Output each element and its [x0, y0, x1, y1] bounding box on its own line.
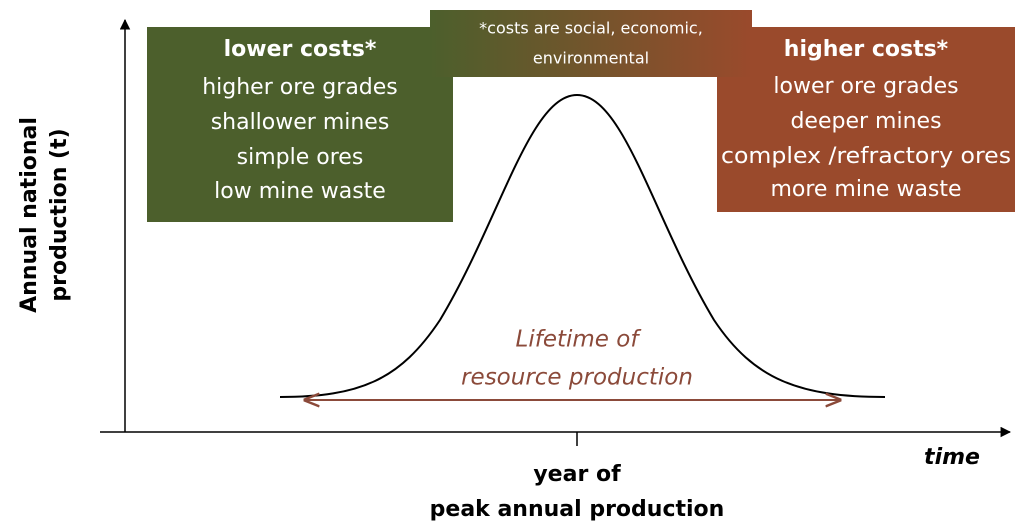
right-item: complex /refractory ores: [721, 144, 1011, 169]
y-axis-label: Annual national: [17, 117, 42, 313]
note-box: [430, 10, 752, 77]
peak-label: peak annual production: [430, 497, 725, 522]
right-item: lower ore grades: [773, 74, 958, 99]
left-heading: lower costs*: [224, 37, 377, 62]
left-item: simple ores: [237, 145, 364, 170]
note-line: *costs are social, economic,: [479, 19, 703, 38]
right-box: [717, 27, 1015, 212]
left-item: low mine waste: [214, 179, 386, 204]
lifetime-label: resource production: [461, 365, 693, 391]
peak-label: year of: [533, 462, 621, 487]
y-axis-label: production (t): [47, 128, 72, 301]
x-axis-label: time: [924, 445, 980, 470]
right-item: deeper mines: [790, 109, 941, 134]
left-box: [147, 27, 453, 222]
lifetime-label: Lifetime of: [516, 327, 642, 353]
left-item: shallower mines: [211, 110, 390, 135]
right-item: more mine waste: [770, 177, 961, 202]
left-item: higher ore grades: [202, 75, 398, 100]
bell-curve: [279, 93, 886, 398]
note-line: environmental: [533, 49, 649, 68]
right-heading: higher costs*: [784, 37, 949, 62]
